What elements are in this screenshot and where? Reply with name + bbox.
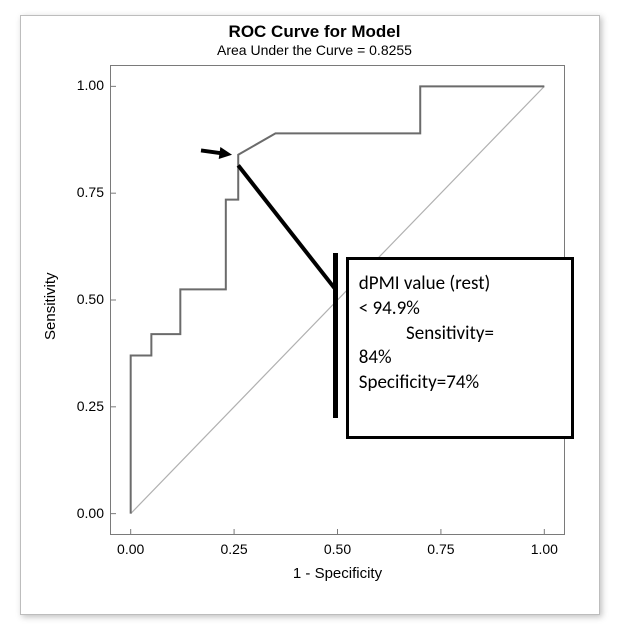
x-tick-label: 0.25 (209, 541, 259, 557)
y-tick-label: 0.50 (62, 291, 104, 307)
callout-line: < 94.9% (359, 297, 561, 322)
x-tick-label: 0.75 (416, 541, 466, 557)
callout-line: Sensitivity= (359, 322, 561, 347)
callout-box: dPMI value (rest)< 94.9% Sensitivity=84%… (346, 257, 574, 439)
x-tick-label: 1.00 (519, 541, 569, 557)
arrow-head-icon (219, 147, 232, 159)
y-tick-label: 0.25 (62, 398, 104, 414)
y-tick-label: 0.75 (62, 184, 104, 200)
chart-title: ROC Curve for Model (0, 22, 629, 42)
y-tick-label: 1.00 (62, 77, 104, 93)
callout-line: 84% (359, 346, 561, 371)
x-tick-label: 0.00 (106, 541, 156, 557)
callout-leader (238, 165, 335, 289)
y-tick-label: 0.00 (62, 505, 104, 521)
chart-subtitle: Area Under the Curve = 0.8255 (0, 42, 629, 58)
callout-line: dPMI value (rest) (359, 272, 561, 297)
callout-bar (333, 253, 338, 418)
x-axis-label: 1 - Specificity (278, 565, 398, 582)
x-tick-label: 0.50 (313, 541, 363, 557)
callout-line: Specificity=74% (359, 371, 561, 396)
y-axis-label: Sensitivity (42, 272, 59, 340)
